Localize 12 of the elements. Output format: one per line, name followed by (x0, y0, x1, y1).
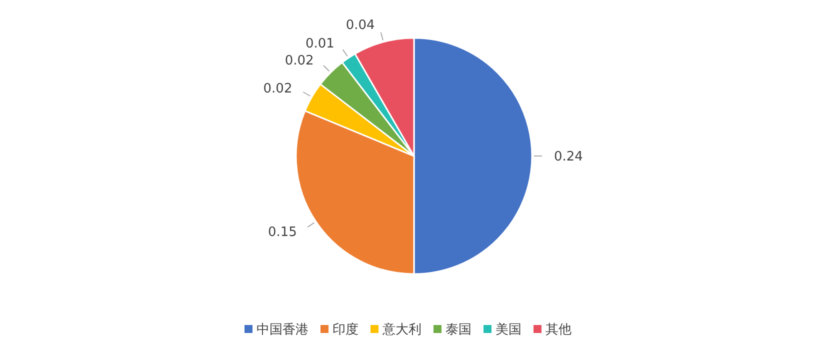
legend-label: 泰国 (446, 322, 472, 338)
data-label: 0.15 (268, 225, 297, 240)
data-label: 0.24 (554, 150, 583, 165)
data-label: 0.01 (305, 36, 334, 52)
data-label: 0.02 (284, 53, 314, 68)
legend-label: 意大利 (382, 322, 422, 338)
legend-label: 美国 (496, 322, 522, 338)
legend-label: 印度 (332, 322, 358, 338)
data-label: 0.04 (346, 18, 375, 34)
data-label: 0.02 (263, 82, 292, 97)
legend-label: 中国香港 (256, 322, 308, 338)
legend-label: 其他 (546, 322, 572, 338)
